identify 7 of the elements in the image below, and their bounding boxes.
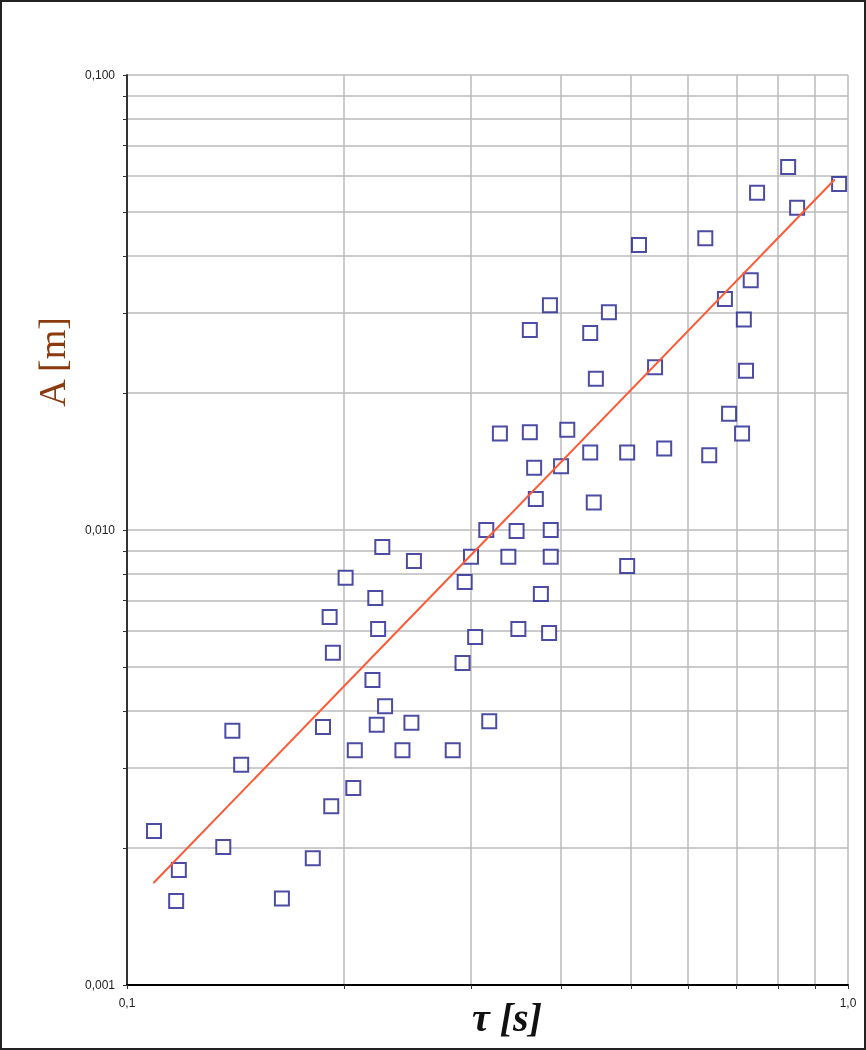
- y-tick-label: 0,010: [84, 523, 116, 537]
- x-axis-title: τ [s]: [472, 994, 542, 1040]
- x-tick-label: 0,1: [118, 996, 136, 1010]
- x-tick-label: 1,0: [839, 996, 857, 1010]
- y-tick-label: 0,001: [84, 978, 116, 992]
- y-tick-label: 0,100: [84, 68, 116, 82]
- y-axis-title: A [m]: [31, 317, 73, 407]
